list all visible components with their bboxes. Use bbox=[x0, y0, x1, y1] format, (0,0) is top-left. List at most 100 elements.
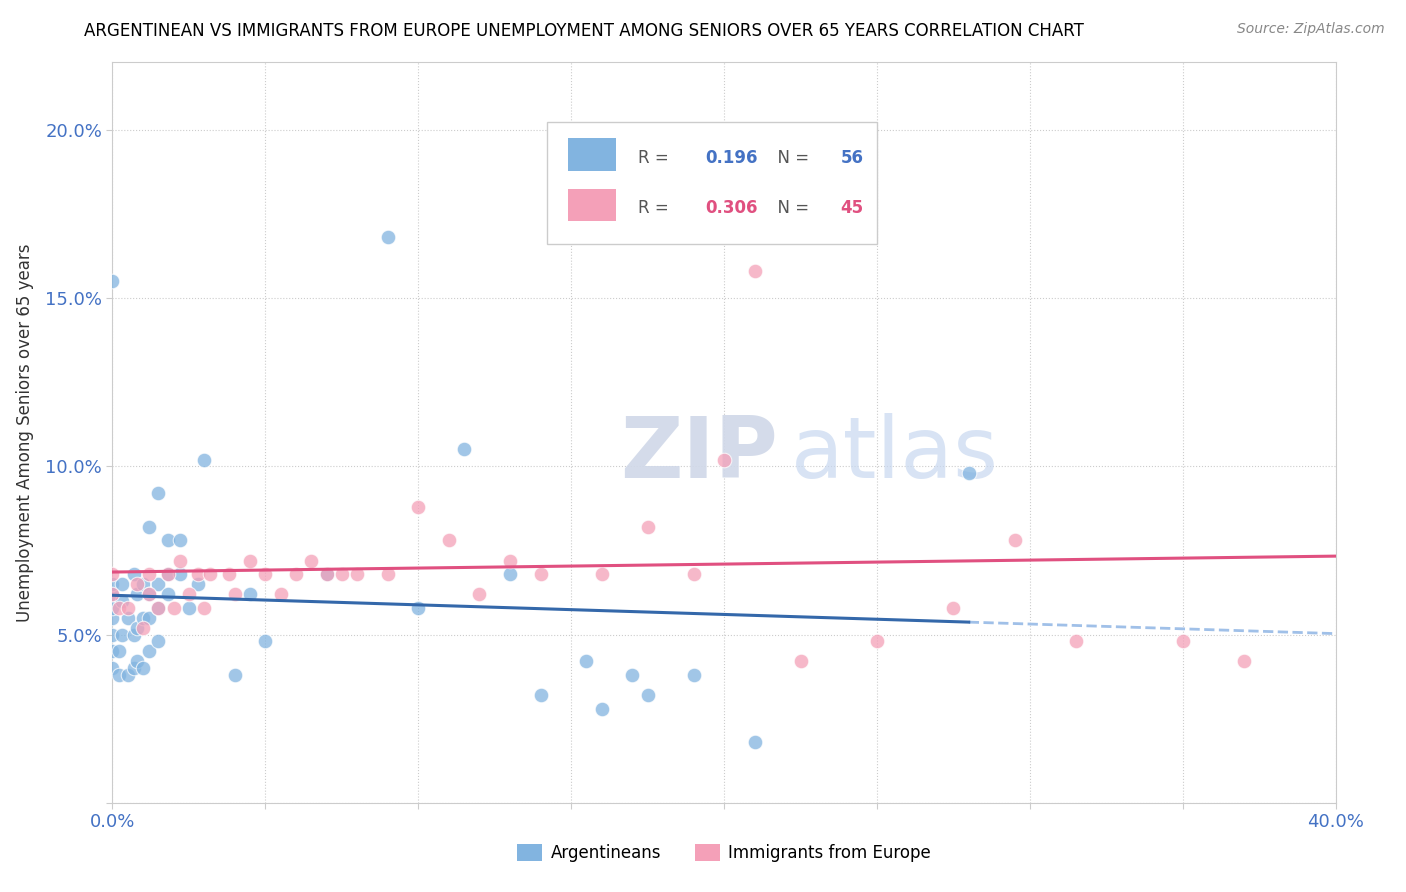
Point bbox=[637, 520, 659, 534]
Point bbox=[254, 566, 277, 581]
Text: 0.196: 0.196 bbox=[706, 148, 758, 167]
Point bbox=[132, 577, 155, 591]
Point bbox=[101, 566, 124, 581]
Point bbox=[156, 587, 179, 601]
Point bbox=[1004, 533, 1026, 548]
Point bbox=[200, 566, 222, 581]
Point bbox=[101, 644, 124, 658]
Point bbox=[156, 533, 179, 548]
Point bbox=[122, 661, 145, 675]
Point bbox=[1064, 634, 1087, 648]
Text: R =: R = bbox=[638, 148, 675, 167]
Legend: Argentineans, Immigrants from Europe: Argentineans, Immigrants from Europe bbox=[510, 837, 938, 869]
Point bbox=[591, 566, 613, 581]
Point bbox=[138, 520, 160, 534]
Point bbox=[1171, 634, 1194, 648]
Y-axis label: Unemployment Among Seniors over 65 years: Unemployment Among Seniors over 65 years bbox=[15, 244, 34, 622]
Point bbox=[499, 566, 522, 581]
Point bbox=[101, 627, 124, 641]
FancyBboxPatch shape bbox=[547, 121, 877, 244]
Point bbox=[125, 621, 148, 635]
Point bbox=[148, 634, 170, 648]
FancyBboxPatch shape bbox=[568, 189, 616, 221]
Point bbox=[169, 533, 191, 548]
Point bbox=[107, 600, 129, 615]
Point bbox=[789, 655, 811, 669]
Point bbox=[682, 566, 704, 581]
Point bbox=[224, 668, 246, 682]
Point bbox=[437, 533, 460, 548]
Point bbox=[239, 587, 262, 601]
Text: Source: ZipAtlas.com: Source: ZipAtlas.com bbox=[1237, 22, 1385, 37]
Point bbox=[169, 553, 191, 567]
Point bbox=[346, 566, 368, 581]
Point bbox=[125, 587, 148, 601]
Text: R =: R = bbox=[638, 199, 675, 217]
Point bbox=[299, 553, 322, 567]
Point bbox=[132, 610, 155, 624]
Point bbox=[193, 600, 215, 615]
Point bbox=[575, 655, 598, 669]
Point bbox=[117, 610, 139, 624]
Point bbox=[530, 566, 553, 581]
Point bbox=[187, 577, 209, 591]
Point bbox=[101, 577, 124, 591]
Point bbox=[101, 600, 124, 615]
Text: ARGENTINEAN VS IMMIGRANTS FROM EUROPE UNEMPLOYMENT AMONG SENIORS OVER 65 YEARS C: ARGENTINEAN VS IMMIGRANTS FROM EUROPE UN… bbox=[84, 22, 1084, 40]
Point bbox=[575, 183, 598, 197]
Point bbox=[111, 577, 134, 591]
Point bbox=[315, 566, 337, 581]
Point bbox=[107, 668, 129, 682]
Point bbox=[148, 600, 170, 615]
Point bbox=[177, 600, 200, 615]
Point bbox=[107, 644, 129, 658]
Point bbox=[122, 566, 145, 581]
Point bbox=[138, 587, 160, 601]
Point bbox=[591, 701, 613, 715]
Point bbox=[122, 627, 145, 641]
Text: atlas: atlas bbox=[792, 413, 1000, 496]
Point bbox=[156, 566, 179, 581]
Point bbox=[117, 668, 139, 682]
Text: 0.306: 0.306 bbox=[706, 199, 758, 217]
Point bbox=[111, 627, 134, 641]
Point bbox=[218, 566, 240, 581]
Point bbox=[224, 587, 246, 601]
Point bbox=[621, 668, 644, 682]
FancyBboxPatch shape bbox=[568, 138, 616, 171]
Point bbox=[530, 688, 553, 702]
Point bbox=[132, 661, 155, 675]
Point bbox=[744, 264, 766, 278]
Text: N =: N = bbox=[766, 148, 814, 167]
Point bbox=[132, 621, 155, 635]
Point bbox=[101, 661, 124, 675]
Point bbox=[125, 655, 148, 669]
Point bbox=[148, 577, 170, 591]
Text: N =: N = bbox=[766, 199, 814, 217]
Point bbox=[377, 230, 399, 244]
Point bbox=[866, 634, 889, 648]
Point bbox=[408, 600, 430, 615]
Point bbox=[637, 688, 659, 702]
Point bbox=[957, 466, 980, 480]
Point bbox=[138, 610, 160, 624]
Point bbox=[499, 553, 522, 567]
Point bbox=[101, 587, 124, 601]
Point bbox=[468, 587, 491, 601]
Text: 56: 56 bbox=[841, 148, 863, 167]
Point bbox=[148, 600, 170, 615]
Point bbox=[315, 566, 337, 581]
Point bbox=[148, 486, 170, 500]
Point bbox=[138, 644, 160, 658]
Point bbox=[713, 452, 735, 467]
Point bbox=[177, 587, 200, 601]
Point bbox=[111, 594, 134, 608]
Point bbox=[377, 566, 399, 581]
Point bbox=[453, 442, 475, 457]
Point bbox=[187, 566, 209, 581]
Point bbox=[169, 566, 191, 581]
Point bbox=[138, 566, 160, 581]
Point bbox=[682, 668, 704, 682]
Point bbox=[1233, 655, 1256, 669]
Point bbox=[101, 587, 124, 601]
